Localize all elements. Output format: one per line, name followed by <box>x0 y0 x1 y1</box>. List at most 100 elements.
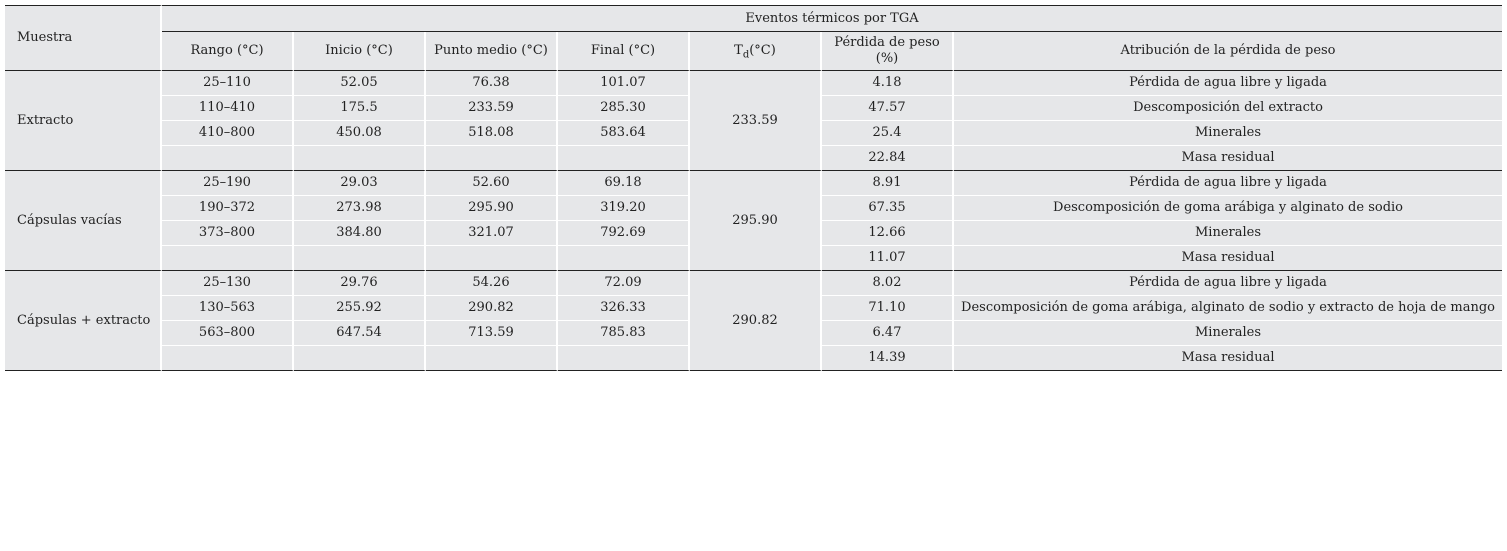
tga-events-table: Muestra Eventos térmicos por TGA Rango (… <box>5 5 1503 371</box>
td-cell: 295.90 <box>690 171 822 271</box>
inicio-cell <box>294 146 426 171</box>
punto-medio-cell: 233.59 <box>426 96 558 121</box>
punto-medio-cell: 713.59 <box>426 321 558 346</box>
inicio-cell: 29.03 <box>294 171 426 196</box>
atribucion-cell: Descomposición de goma arábiga y alginat… <box>954 196 1503 221</box>
td-unit: (°C) <box>749 43 776 58</box>
sample-cell: Extracto <box>5 71 162 171</box>
table-row: Extracto 25–110 52.05 76.38 101.07 233.59 4.18… <box>5 71 1503 171</box>
punto-medio-header: Punto medio (°C) <box>426 32 558 71</box>
table-row: Cápsulas vacías 25–190 29.03 52.60 69.18 295.… <box>5 171 1503 271</box>
table-row: 14.39 Masa residual <box>5 346 1503 371</box>
final-cell: 583.64 <box>558 121 690 146</box>
rango-header: Rango (°C) <box>162 32 294 71</box>
punto-medio-cell <box>426 346 558 371</box>
punto-medio-cell: 518.08 <box>426 121 558 146</box>
atribucion-cell: Descomposición del extracto <box>954 96 1503 121</box>
final-cell: 69.18 <box>558 171 690 196</box>
td-symbol: T <box>734 43 743 58</box>
final-cell: 72.09 <box>558 271 690 296</box>
rango-cell: 190–372 <box>162 196 294 221</box>
perdida-cell: 25.4 <box>822 121 954 146</box>
punto-medio-cell <box>426 146 558 171</box>
inicio-cell: 175.5 <box>294 96 426 121</box>
atribucion-cell: Pérdida de agua libre y ligada <box>954 71 1503 96</box>
perdida-cell: 47.57 <box>822 96 954 121</box>
table-row: 410–800 450.08 518.08 583.64 25.4 Minerales <box>5 121 1503 146</box>
inicio-cell: 255.92 <box>294 296 426 321</box>
inicio-cell: 450.08 <box>294 121 426 146</box>
perdida-cell: 71.10 <box>822 296 954 321</box>
punto-medio-cell: 54.26 <box>426 271 558 296</box>
perdida-cell: 14.39 <box>822 346 954 371</box>
perdida-cell: 4.18 <box>822 71 954 96</box>
table-row: 373–800 384.80 321.07 792.69 12.66 Minerales <box>5 221 1503 246</box>
final-cell <box>558 146 690 171</box>
final-cell: 319.20 <box>558 196 690 221</box>
rango-cell: 110–410 <box>162 96 294 121</box>
table-row: Cápsulas + extracto 25–130 29.76 54.26 72.09… <box>5 271 1503 371</box>
inicio-cell <box>294 346 426 371</box>
final-cell: 785.83 <box>558 321 690 346</box>
final-cell <box>558 346 690 371</box>
rango-cell: 563–800 <box>162 321 294 346</box>
inicio-header: Inicio (°C) <box>294 32 426 71</box>
rango-cell: 25–110 <box>162 71 294 96</box>
atribucion-cell: Masa residual <box>954 246 1503 271</box>
td-subscript: d <box>742 49 750 61</box>
final-cell: 326.33 <box>558 296 690 321</box>
punto-medio-cell: 290.82 <box>426 296 558 321</box>
atribucion-cell: Minerales <box>954 221 1503 246</box>
table-row: 130–563 255.92 290.82 326.33 71.10 Descomposi… <box>5 296 1503 321</box>
rango-cell: 25–190 <box>162 171 294 196</box>
perdida-cell: 12.66 <box>822 221 954 246</box>
inicio-cell: 273.98 <box>294 196 426 221</box>
inicio-cell <box>294 246 426 271</box>
perdida-header-line2: (%) <box>875 51 899 66</box>
header-row-1: Muestra Eventos térmicos por TGA <box>5 5 1503 71</box>
perdida-header: Pérdida de peso (%) <box>822 32 954 71</box>
td-cell: 233.59 <box>690 71 822 171</box>
final-header: Final (°C) <box>558 32 690 71</box>
perdida-cell: 6.47 <box>822 321 954 346</box>
rango-cell: 410–800 <box>162 121 294 146</box>
inicio-cell: 647.54 <box>294 321 426 346</box>
sample-cell: Cápsulas vacías <box>5 171 162 271</box>
table-row: 190–372 273.98 295.90 319.20 67.35 Descomposi… <box>5 196 1503 221</box>
sample-cell: Cápsulas + extracto <box>5 271 162 371</box>
final-cell: 101.07 <box>558 71 690 96</box>
final-cell <box>558 246 690 271</box>
group-header: Eventos térmicos por TGA <box>162 5 1503 32</box>
td-cell: 290.82 <box>690 271 822 371</box>
sample-header: Muestra <box>5 5 162 71</box>
table-row: 110–410 175.5 233.59 285.30 47.57 Descomposic… <box>5 96 1503 121</box>
rango-cell <box>162 346 294 371</box>
inicio-cell: 384.80 <box>294 221 426 246</box>
perdida-cell: 22.84 <box>822 146 954 171</box>
atribucion-cell: Pérdida de agua libre y ligada <box>954 271 1503 296</box>
atribucion-cell: Descomposición de goma arábiga, alginato… <box>954 296 1503 321</box>
rango-cell <box>162 146 294 171</box>
atribucion-cell: Minerales <box>954 321 1503 346</box>
punto-medio-cell: 76.38 <box>426 71 558 96</box>
header-row-2: Rango (°C) Inicio (°C) Punto medio (°C) … <box>5 32 1503 71</box>
inicio-cell: 52.05 <box>294 71 426 96</box>
atribucion-cell: Minerales <box>954 121 1503 146</box>
atribucion-cell: Masa residual <box>954 146 1503 171</box>
atribucion-header: Atribución de la pérdida de peso <box>954 32 1503 71</box>
rango-cell <box>162 246 294 271</box>
final-cell: 792.69 <box>558 221 690 246</box>
rango-cell: 130–563 <box>162 296 294 321</box>
punto-medio-cell: 52.60 <box>426 171 558 196</box>
td-header: Td(°C) <box>690 32 822 71</box>
perdida-cell: 67.35 <box>822 196 954 221</box>
inicio-cell: 29.76 <box>294 271 426 296</box>
table-row: 11.07 Masa residual <box>5 246 1503 271</box>
table-row: 563–800 647.54 713.59 785.83 6.47 Minerales <box>5 321 1503 346</box>
perdida-cell: 8.02 <box>822 271 954 296</box>
rango-cell: 25–130 <box>162 271 294 296</box>
rango-cell: 373–800 <box>162 221 294 246</box>
perdida-cell: 8.91 <box>822 171 954 196</box>
atribucion-cell: Pérdida de agua libre y ligada <box>954 171 1503 196</box>
punto-medio-cell: 321.07 <box>426 221 558 246</box>
